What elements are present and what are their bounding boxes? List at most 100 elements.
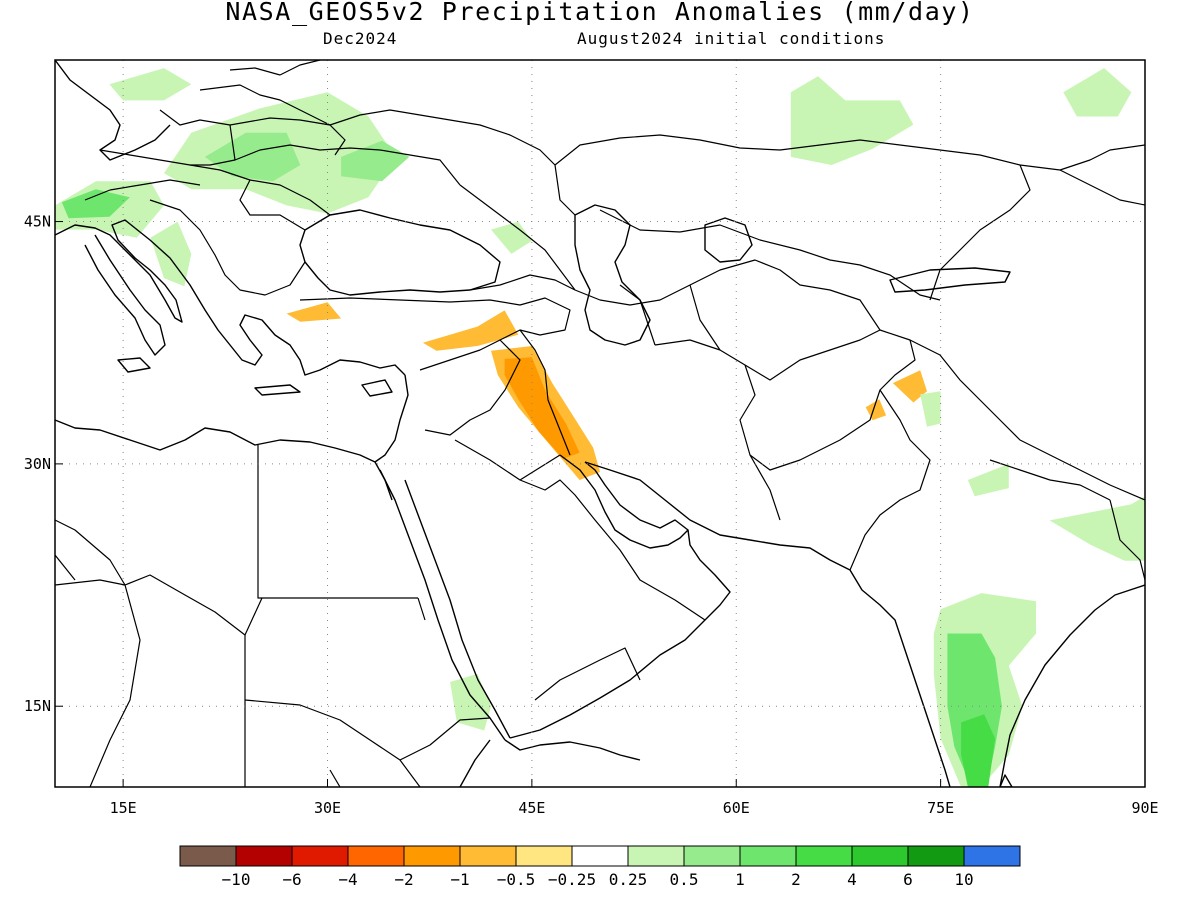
border-sudan-south [244, 699, 421, 787]
border-russia-kazakh [554, 134, 1145, 171]
latitude-ticks: 15N 30N 45N [24, 213, 63, 715]
colorbar-swatch [683, 845, 741, 867]
coastline-india-west [849, 569, 951, 787]
coastline-horn-africa [504, 739, 641, 761]
coastline-north-africa [55, 419, 393, 501]
lon-tick-label: 15E [110, 799, 137, 817]
anomaly-ural-kazakh [790, 76, 914, 165]
border-poland [159, 109, 236, 166]
coastline-sri-lanka [999, 774, 1013, 787]
anomaly-kashmir [920, 391, 941, 427]
colorbar-label: 6 [903, 870, 913, 889]
border-romania [239, 179, 331, 231]
border-iraq-syria [419, 339, 521, 436]
anomaly-ukraine-east [341, 140, 410, 182]
colorbar-swatch [571, 845, 629, 867]
colorbar-label: −10 [222, 870, 251, 889]
colorbar-swatch [403, 845, 461, 867]
map-frame [54, 59, 1146, 788]
border-layer [55, 60, 1145, 787]
coastline-italy [84, 234, 166, 356]
coastline-baltic [55, 60, 171, 161]
colorbar-swatch [179, 845, 237, 867]
colorbar-swatch [907, 845, 965, 867]
border-baltics [199, 67, 331, 126]
border-iraq-iran [519, 329, 571, 456]
colorbar-label: 0.25 [609, 870, 648, 889]
border-caucasus [469, 274, 576, 291]
anomaly-scandinavia [109, 68, 192, 101]
coastline-cyprus [361, 379, 393, 397]
coastline-red-sea-west [379, 469, 506, 741]
coastline-arabia-south [509, 529, 731, 739]
border-turkmen [619, 284, 721, 351]
lon-tick-label: 30E [314, 799, 341, 817]
anomaly-south-india-deep [961, 714, 996, 787]
border-kazakh-south [679, 224, 941, 301]
border-bangladesh [1109, 499, 1145, 581]
coastline-europe [55, 219, 406, 376]
colorbar-labels: −10 −6 −4 −2 −1 −0.5 −0.25 0.25 0.5 1 2 4 6 10 [222, 870, 974, 889]
border-india-china [909, 339, 1145, 501]
border-africa-sahel [55, 554, 141, 787]
anomaly-ethiopia [450, 673, 491, 731]
valid-month-label: Dec2024 [323, 29, 398, 48]
border-caucasus-russia [459, 184, 576, 291]
lon-tick-label: 45E [518, 799, 545, 817]
lon-tick-label: 60E [723, 799, 750, 817]
lat-tick-label: 30N [24, 455, 51, 473]
border-libya-egypt [257, 445, 418, 599]
lat-tick-label: 15N [24, 697, 51, 715]
anomaly-alps-core [61, 189, 130, 219]
border-kazakh-west [554, 164, 681, 233]
coastline-iran-south [584, 461, 851, 571]
lat-tick-label: 45N [24, 213, 51, 231]
border-central-asia [574, 259, 881, 331]
coastline-black-sea [299, 209, 501, 296]
anomaly-afghan-spot [865, 399, 887, 421]
coastline-india-east [999, 584, 1145, 787]
map-title: NASA_GEOS5v2 Precipitation Anomalies (mm… [225, 0, 975, 26]
coastline-sicily [117, 357, 151, 373]
anomaly-turkey-west [286, 302, 342, 322]
colorbar-swatch [963, 845, 1021, 867]
colorbar-swatch [347, 845, 405, 867]
border-sudan-chad [244, 597, 426, 636]
colorbar-label: −0.25 [548, 870, 596, 889]
colorbar-label: 1 [735, 870, 745, 889]
anomaly-mongolia [1063, 68, 1132, 117]
colorbar-swatch [627, 845, 685, 867]
coastline-caspian-sea [574, 204, 651, 346]
lon-tick-label: 90E [1131, 799, 1158, 817]
colorbar-swatch [291, 845, 349, 867]
border-russia-west [279, 60, 556, 166]
border-nepal [989, 459, 1111, 501]
anomaly-balkans [150, 221, 192, 287]
colorbar-label: −0.5 [497, 870, 536, 889]
anomaly-layer [55, 68, 1145, 787]
coastline-balkhash [889, 267, 1011, 293]
border-balkans [149, 199, 306, 296]
colorbar [179, 845, 1021, 867]
border-ethiopia [329, 717, 491, 787]
colorbar-label: −2 [394, 870, 413, 889]
border-mongolia [1059, 169, 1145, 206]
anomaly-nepal [967, 463, 1009, 497]
colorbar-label: −4 [338, 870, 357, 889]
coastline-arabia-west [404, 479, 511, 739]
border-china-kazakh [929, 164, 1031, 301]
border-turkey [299, 297, 571, 341]
coastline-aral-sea [704, 217, 753, 263]
colorbar-swatch [739, 845, 797, 867]
border-africa-grid [55, 519, 246, 787]
colorbar-swatch [235, 845, 293, 867]
border-afghanistan [744, 329, 916, 471]
colorbar-label: 0.5 [670, 870, 699, 889]
anomaly-eastern-europe-core [204, 132, 301, 182]
border-belarus [229, 117, 346, 156]
colorbar-label: −6 [282, 870, 301, 889]
coastline-east-africa [459, 739, 491, 787]
colorbar-label: 2 [791, 870, 801, 889]
coastline-crete [254, 384, 301, 396]
